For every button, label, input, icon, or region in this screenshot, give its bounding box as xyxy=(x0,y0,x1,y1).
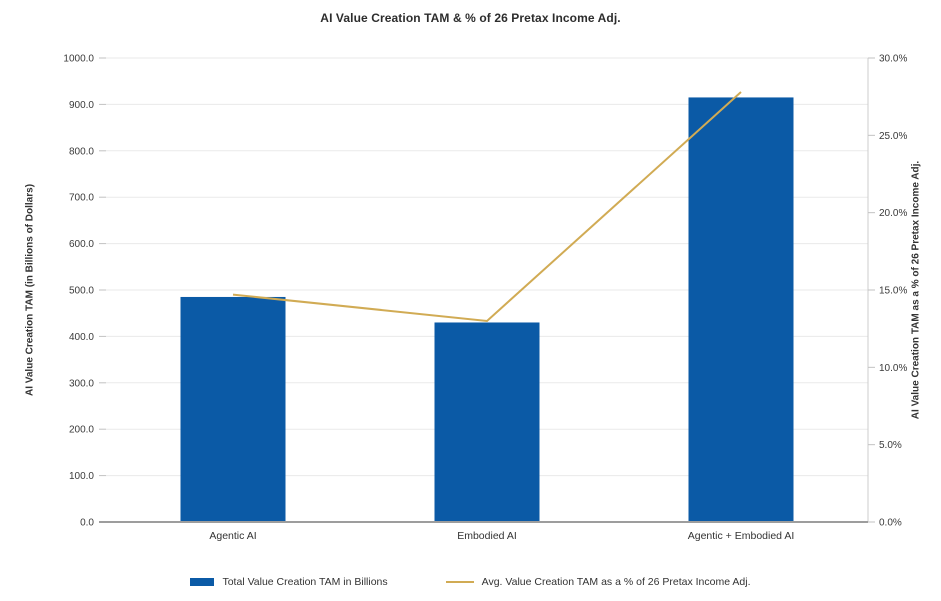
left-axis-tick-label: 900.0 xyxy=(69,100,94,111)
bar-series-legend-label: Total Value Creation TAM in Billions xyxy=(222,576,388,588)
right-axis-tick-label: 15.0% xyxy=(879,286,907,297)
left-axis-tick-label: 400.0 xyxy=(69,332,94,343)
left-axis-tick-label: 500.0 xyxy=(69,286,94,297)
right-axis-tick-label: 5.0% xyxy=(879,440,902,451)
legend-item-line-series: Avg. Value Creation TAM as a % of 26 Pre… xyxy=(445,576,751,588)
left-axis-tick-label: 600.0 xyxy=(69,239,94,250)
left-axis-tick-label: 300.0 xyxy=(69,378,94,389)
left-axis-tick-label: 100.0 xyxy=(69,471,94,482)
bar-series-swatch-icon xyxy=(190,578,215,586)
legend: Total Value Creation TAM in Billions Avg… xyxy=(0,576,941,588)
right-axis-tick-label: 30.0% xyxy=(879,54,907,65)
category-label-embodied-ai: Embodied AI xyxy=(457,530,517,542)
left-axis-tick-label: 1000.0 xyxy=(63,54,94,65)
bar-agentic-embodied-ai xyxy=(688,97,794,522)
bar-agentic-ai xyxy=(180,296,286,522)
left-axis-tick-label: 0.0 xyxy=(80,518,94,529)
right-axis-tick-label: 25.0% xyxy=(879,131,907,142)
right-axis-tick-label: 10.0% xyxy=(879,363,907,374)
bar-embodied-ai xyxy=(434,322,540,522)
right-axis-tick-label: 20.0% xyxy=(879,208,907,219)
line-series-swatch-icon xyxy=(445,581,474,583)
left-axis-tick-label: 200.0 xyxy=(69,425,94,436)
plot-area: 0.0 100.0 200.0 300.0 400.0 500.0 600.0 700.0 80… xyxy=(63,54,907,543)
left-axis-tick-label: 700.0 xyxy=(69,193,94,204)
right-axis-tick-label: 0.0% xyxy=(879,518,902,529)
category-label-agentic-ai: Agentic AI xyxy=(209,530,256,542)
category-label-agentic-embodied-ai: Agentic + Embodied AI xyxy=(688,530,795,542)
pct-line-series xyxy=(232,91,742,322)
chart-title: AI Value Creation TAM & % of 26 Pretax I… xyxy=(320,11,621,25)
line-series-legend-label: Avg. Value Creation TAM as a % of 26 Pre… xyxy=(481,576,751,588)
legend-item-bar-series: Total Value Creation TAM in Billions xyxy=(190,576,388,588)
left-axis-tick-label: 800.0 xyxy=(69,146,94,157)
